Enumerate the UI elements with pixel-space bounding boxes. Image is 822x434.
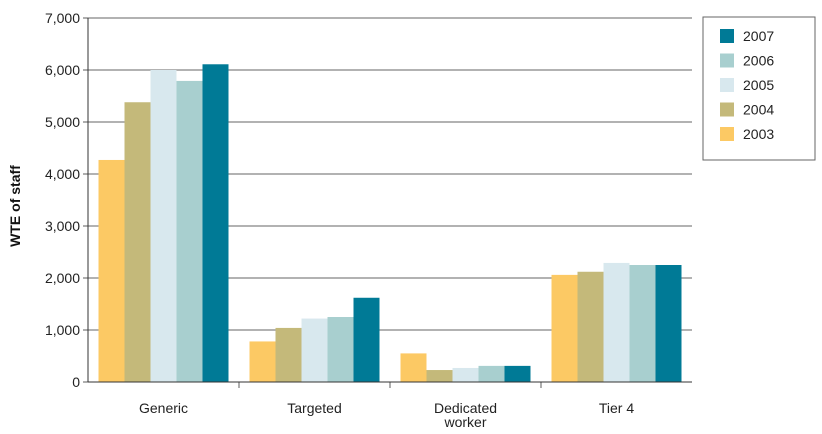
bar-2003-2 <box>400 353 427 382</box>
x-category-label: Dedicated worker <box>434 400 497 430</box>
bar-2004-0 <box>124 102 151 383</box>
legend-swatch-2003 <box>720 127 734 141</box>
y-tick-label: 3,000 <box>45 218 80 234</box>
y-tick-label: 4,000 <box>45 166 80 182</box>
legend-swatch-2004 <box>720 102 734 117</box>
y-tick-label: 1,000 <box>45 322 80 338</box>
bar-2004-1 <box>275 327 302 382</box>
legend-label-2004: 2004 <box>743 102 774 118</box>
bar-2006-2 <box>478 365 505 382</box>
legend-swatch-2007 <box>720 29 734 43</box>
bar-2005-1 <box>301 318 328 382</box>
x-category-label: Tier 4 <box>599 400 634 416</box>
y-tick-label: 6,000 <box>45 62 80 78</box>
bar-2005-2 <box>452 367 479 382</box>
x-category-labels: Generic Targeted Dedicated worker Tier 4 <box>139 400 634 430</box>
y-tick-label: 2,000 <box>45 270 80 286</box>
bar-2006-3 <box>629 265 656 382</box>
x-category-label: Generic <box>139 400 188 416</box>
bar-2005-0 <box>150 70 177 382</box>
legend: 2007 2006 2005 2004 2003 <box>702 16 816 161</box>
x-category-label-line: Generic <box>139 400 188 416</box>
x-category-label-line: Tier 4 <box>599 400 634 416</box>
x-category-label-line: worker <box>443 414 486 430</box>
legend-label-2003: 2003 <box>743 126 774 142</box>
axes <box>83 17 692 388</box>
y-axis-title: WTE of staff <box>7 165 23 247</box>
bar-2005-3 <box>603 262 630 382</box>
bars <box>98 64 682 383</box>
bar-2003-0 <box>98 159 125 382</box>
legend-label-2005: 2005 <box>743 77 774 93</box>
y-tick-label: 0 <box>72 374 80 390</box>
y-tick-label: 5,000 <box>45 114 80 130</box>
bar-2003-3 <box>551 274 578 382</box>
y-tick-labels: 0 1,000 2,000 3,000 4,000 5,000 6,000 7,000 <box>45 10 80 390</box>
bar-2007-1 <box>353 297 380 382</box>
bar-2006-1 <box>327 317 354 382</box>
legend-swatch-2005 <box>720 78 734 92</box>
y-tick-label: 7,000 <box>45 10 80 26</box>
bar-2007-2 <box>504 365 531 382</box>
x-category-label-line: Dedicated <box>434 400 497 416</box>
legend-swatch-2006 <box>720 53 734 68</box>
x-category-label-line: Targeted <box>287 400 341 416</box>
bar-2006-0 <box>176 80 203 383</box>
bar-2007-3 <box>655 265 682 382</box>
bar-2007-0 <box>202 64 229 382</box>
bar-2004-2 <box>426 370 453 382</box>
x-category-label: Targeted <box>287 400 341 416</box>
bar-2004-3 <box>577 271 604 382</box>
legend-label-2007: 2007 <box>743 28 774 44</box>
legend-label-2006: 2006 <box>743 53 774 69</box>
bar-2003-1 <box>249 341 276 382</box>
